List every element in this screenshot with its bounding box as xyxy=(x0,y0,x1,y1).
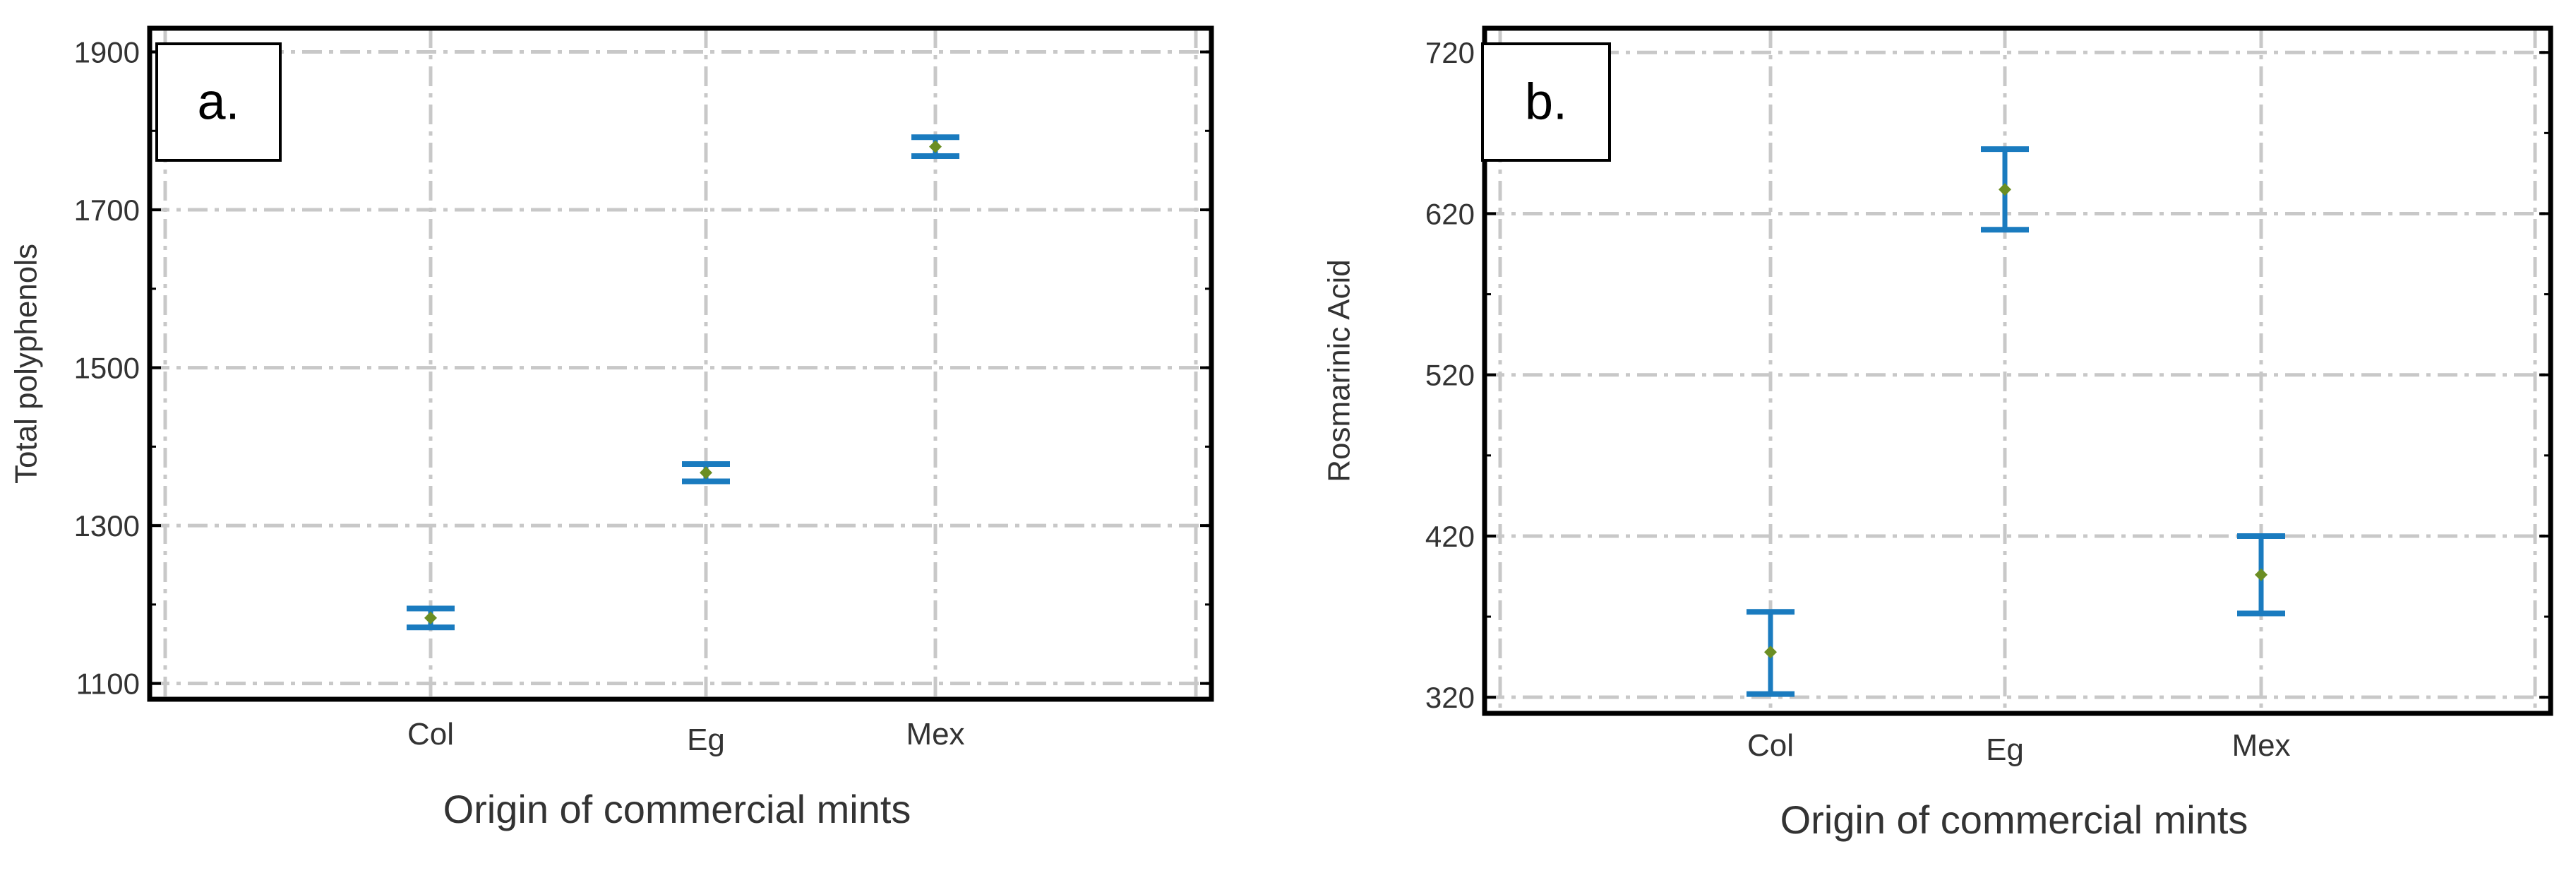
x-tick-label: Mex xyxy=(2231,728,2290,763)
mean-point xyxy=(1999,183,2011,196)
y-tick-label: 1300 xyxy=(74,509,140,542)
mean-point xyxy=(929,140,942,153)
mean-point xyxy=(424,611,437,624)
y-tick-label: 420 xyxy=(1425,520,1475,553)
y-tick-label: 1700 xyxy=(74,194,140,227)
x-tick-label: Col xyxy=(407,717,454,752)
y-tick-label: 320 xyxy=(1425,681,1475,714)
panel-label-frame xyxy=(155,42,282,162)
panel-label: a. xyxy=(197,74,239,131)
x-tick-label: Eg xyxy=(1986,732,2024,767)
plot-frame xyxy=(147,25,1214,702)
x-tick-label: Mex xyxy=(906,717,964,752)
x-axis-title: Origin of commercial mints xyxy=(443,787,911,831)
y-axis-title: Rosmarinic Acid xyxy=(1322,259,1357,482)
x-axis-title: Origin of commercial mints xyxy=(1780,797,2248,842)
y-axis-title: Total polyphenols xyxy=(9,244,44,484)
y-tick-label: 1900 xyxy=(74,36,140,69)
mean-point xyxy=(2255,568,2268,581)
mean-point xyxy=(1764,646,1777,659)
x-tick-label: Eg xyxy=(687,723,725,757)
mean-point xyxy=(700,466,712,480)
y-tick-label: 1500 xyxy=(74,352,140,385)
x-tick-label: Col xyxy=(1747,728,1794,763)
panel-label-frame xyxy=(1481,42,1611,162)
plot-frame xyxy=(1482,25,2553,716)
y-tick-label: 520 xyxy=(1425,359,1475,392)
panel-label-box: a. xyxy=(155,42,282,162)
y-tick-label: 620 xyxy=(1425,197,1475,230)
chart-a: 1100 1300 1500 1700 1900 Col Eg Mex Total poly… xyxy=(9,25,1214,831)
y-tick-label: 1100 xyxy=(76,667,140,701)
panel-label: b. xyxy=(1525,74,1567,131)
chart-b: 320 420 520 620 720 Col Eg Mex Rosmarinic Acid… xyxy=(1322,25,2553,842)
y-tick-label: 720 xyxy=(1425,36,1475,69)
panel-label-box: b. xyxy=(1481,42,1611,162)
